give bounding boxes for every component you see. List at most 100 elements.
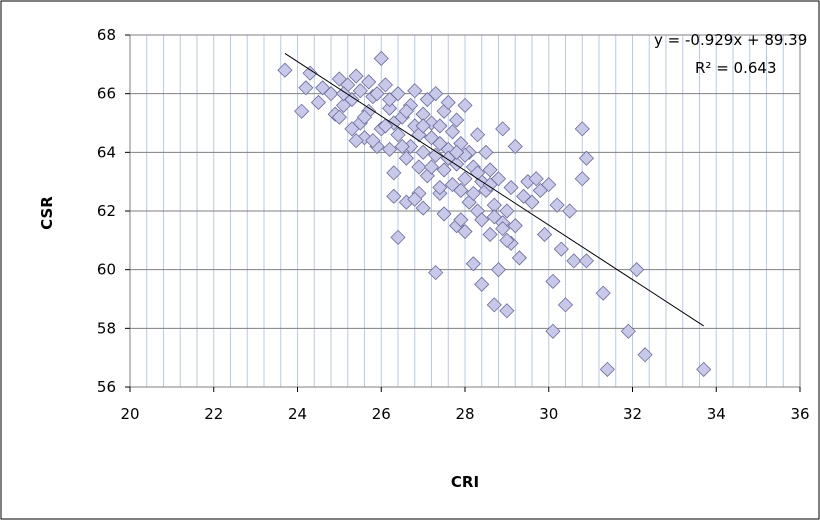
data-point [541,177,557,193]
data-point [549,197,565,213]
data-point [432,118,448,134]
data-point [407,191,423,207]
data-point [524,194,540,210]
data-point [415,200,431,216]
data-point [386,188,402,204]
data-point [298,80,314,96]
x-tick-label: 36 [790,405,809,423]
data-point [415,118,431,134]
y-tick-label: 68 [97,26,116,44]
data-point [503,179,519,196]
data-point [449,144,465,160]
y-tick-label: 60 [97,261,116,279]
data-point [482,162,498,178]
data-point [528,171,544,187]
y-tick-label: 58 [97,319,116,337]
x-tick-label: 34 [707,405,726,423]
data-point [453,212,469,228]
data-point [423,159,440,175]
data-point [449,112,465,128]
data-point [369,86,385,102]
data-point [469,127,486,143]
data-point [465,185,481,201]
data-point [696,361,712,377]
data-point [440,94,456,111]
trendline-r-squared: R² = 0.643 [695,59,776,77]
data-point [620,323,636,339]
data-point [373,50,389,67]
data-point [566,253,582,269]
data-point [578,150,595,166]
data-point [335,86,352,102]
data-point [507,138,523,155]
data-point [382,91,398,108]
data-points [277,50,712,377]
data-point [490,262,507,278]
data-point [432,179,448,196]
data-point [302,65,318,81]
data-point [277,62,293,78]
data-point [478,144,494,160]
data-point [545,273,561,289]
data-point [377,118,394,134]
x-tick-label: 24 [288,405,307,423]
data-point [444,124,461,140]
data-point [407,83,423,99]
data-point [499,203,515,219]
data-point [574,171,590,187]
data-point [453,182,469,199]
x-tick-label: 26 [372,405,391,423]
data-point [428,265,444,281]
data-point [428,86,444,102]
data-point [486,297,502,313]
data-point [482,226,498,243]
y-tick-label: 64 [97,143,116,161]
data-point [436,162,452,178]
x-tick-label: 32 [623,405,642,423]
y-tick-label: 66 [97,85,116,103]
data-point [457,171,473,187]
data-point [411,159,427,175]
x-tick-label: 30 [539,405,558,423]
data-point [486,209,502,225]
data-point [344,121,360,137]
data-point [629,262,645,278]
data-point [331,109,347,125]
data-point [365,133,381,149]
data-point [348,68,364,84]
data-point [482,177,498,193]
data-point [557,297,574,313]
axis-ticks: 20 22 24 26 28 30 32 34 36 56 58 60 62 64 66 68 [97,26,810,423]
x-tick-label: 20 [120,405,139,423]
data-point [398,103,414,119]
data-point [562,203,578,219]
data-point [574,121,590,137]
data-point [457,223,473,240]
data-point [294,103,310,119]
data-point [511,250,528,266]
data-point [415,144,431,160]
data-point [398,150,414,166]
y-tick-label: 56 [97,378,116,396]
data-point [499,232,515,248]
data-point [536,226,553,243]
data-point [553,241,569,257]
data-point [599,361,615,377]
data-point [578,253,595,269]
data-point [382,141,398,157]
data-point [495,221,511,237]
grid-lines [130,34,800,388]
data-point [495,121,511,137]
data-point [457,97,473,113]
data-point [474,212,490,228]
data-point [394,138,410,155]
data-point [474,276,490,292]
data-point [352,83,368,99]
y-tick-label: 62 [97,202,116,220]
x-axis-title: CRI [451,473,479,491]
data-point [637,347,653,363]
data-point [499,303,515,319]
data-point [507,218,523,234]
data-point [356,109,373,125]
